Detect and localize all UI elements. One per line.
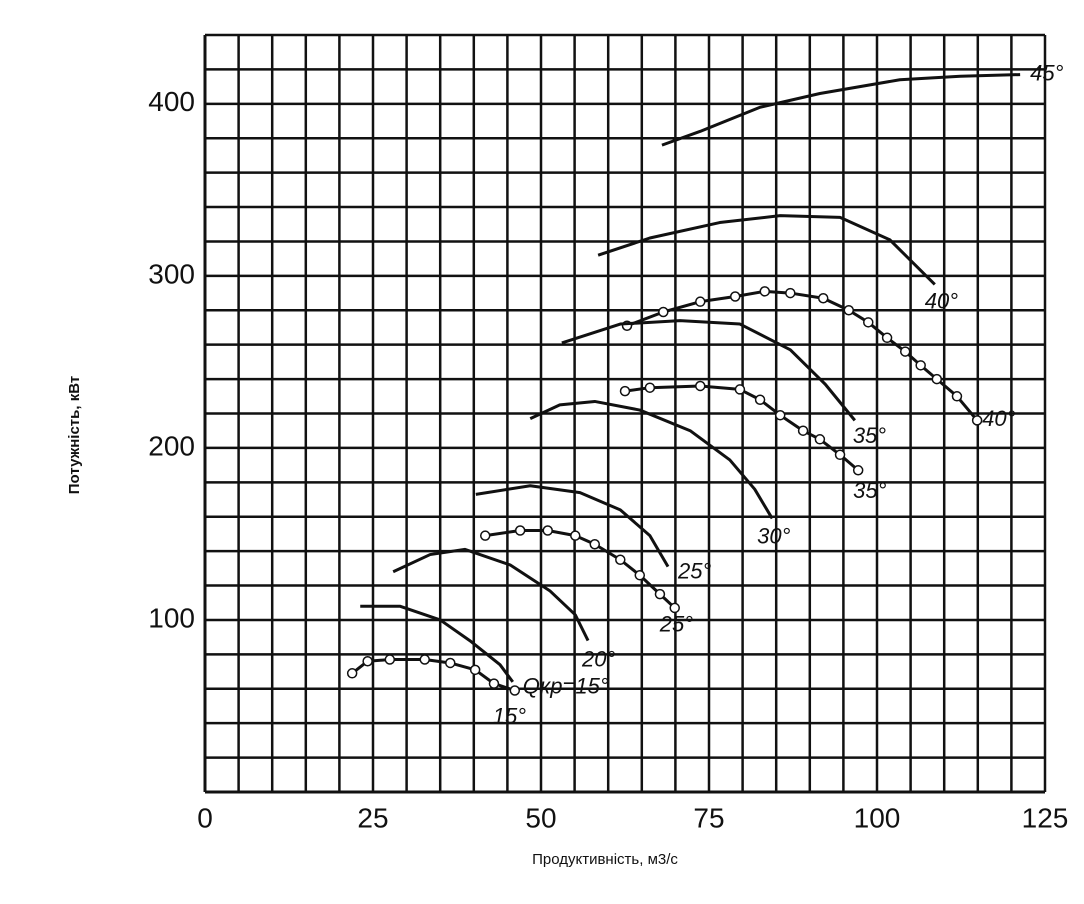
point [509,685,521,696]
point [619,385,631,397]
point [695,380,706,392]
point [346,668,358,679]
point [634,569,646,581]
point [445,657,456,669]
point [479,530,491,541]
curve-label: Qкр=15° [523,674,609,699]
curve [475,484,670,568]
x-tick-label: 50 [525,802,556,833]
point [589,539,601,550]
point [834,449,846,461]
curve [360,604,514,683]
point [852,465,864,476]
x-tick-label: 75 [693,802,724,833]
point [817,292,829,304]
curve [561,319,856,422]
point [488,678,500,689]
curve-label: 20° [581,646,615,671]
y-tick-label: 100 [148,602,195,633]
curve-label: 45° [1030,60,1063,85]
y-axis-label: Потужність, кВт [66,376,83,494]
point [754,394,766,405]
curve [597,214,936,286]
curve-label: 35° [853,478,886,503]
point [514,525,526,536]
point [362,655,373,667]
x-tick-label: 0 [197,802,213,833]
point [951,391,963,402]
x-tick-label: 125 [1022,802,1069,833]
curve-label: 25° [659,612,693,637]
point [774,409,786,421]
point [729,291,741,302]
x-tick-label: 25 [357,802,388,833]
point [843,305,855,316]
point [931,373,943,385]
curve [529,399,774,520]
curve-label: 35° [853,423,886,448]
point [570,530,581,541]
point [899,346,911,357]
curve-label: 25° [677,558,711,583]
y-tick-label: 400 [148,86,195,117]
point [469,664,481,676]
point [797,425,809,436]
curve-label: 40° [982,406,1015,431]
point [759,286,771,297]
point [669,602,680,614]
y-tick-label: 200 [148,430,195,461]
point [384,654,396,665]
point [695,296,706,307]
point [419,654,430,665]
curve-label: 40° [925,288,958,313]
point [658,306,669,318]
curve-label: 15° [493,703,526,728]
curve-label: 30° [757,523,790,548]
point [814,434,826,445]
curve [661,73,1021,147]
curve [624,384,860,472]
point [644,382,656,393]
point [734,384,746,395]
point [542,525,553,536]
curve [485,528,676,610]
point [971,415,983,426]
point [863,317,874,328]
point [915,360,926,371]
point [881,332,893,344]
point [654,588,666,600]
x-axis-label: Продуктивність, м3/с [532,851,678,868]
x-tick-label: 100 [854,802,901,833]
point [785,287,796,299]
point [615,554,626,565]
y-tick-label: 300 [148,258,195,289]
curve [392,547,590,642]
